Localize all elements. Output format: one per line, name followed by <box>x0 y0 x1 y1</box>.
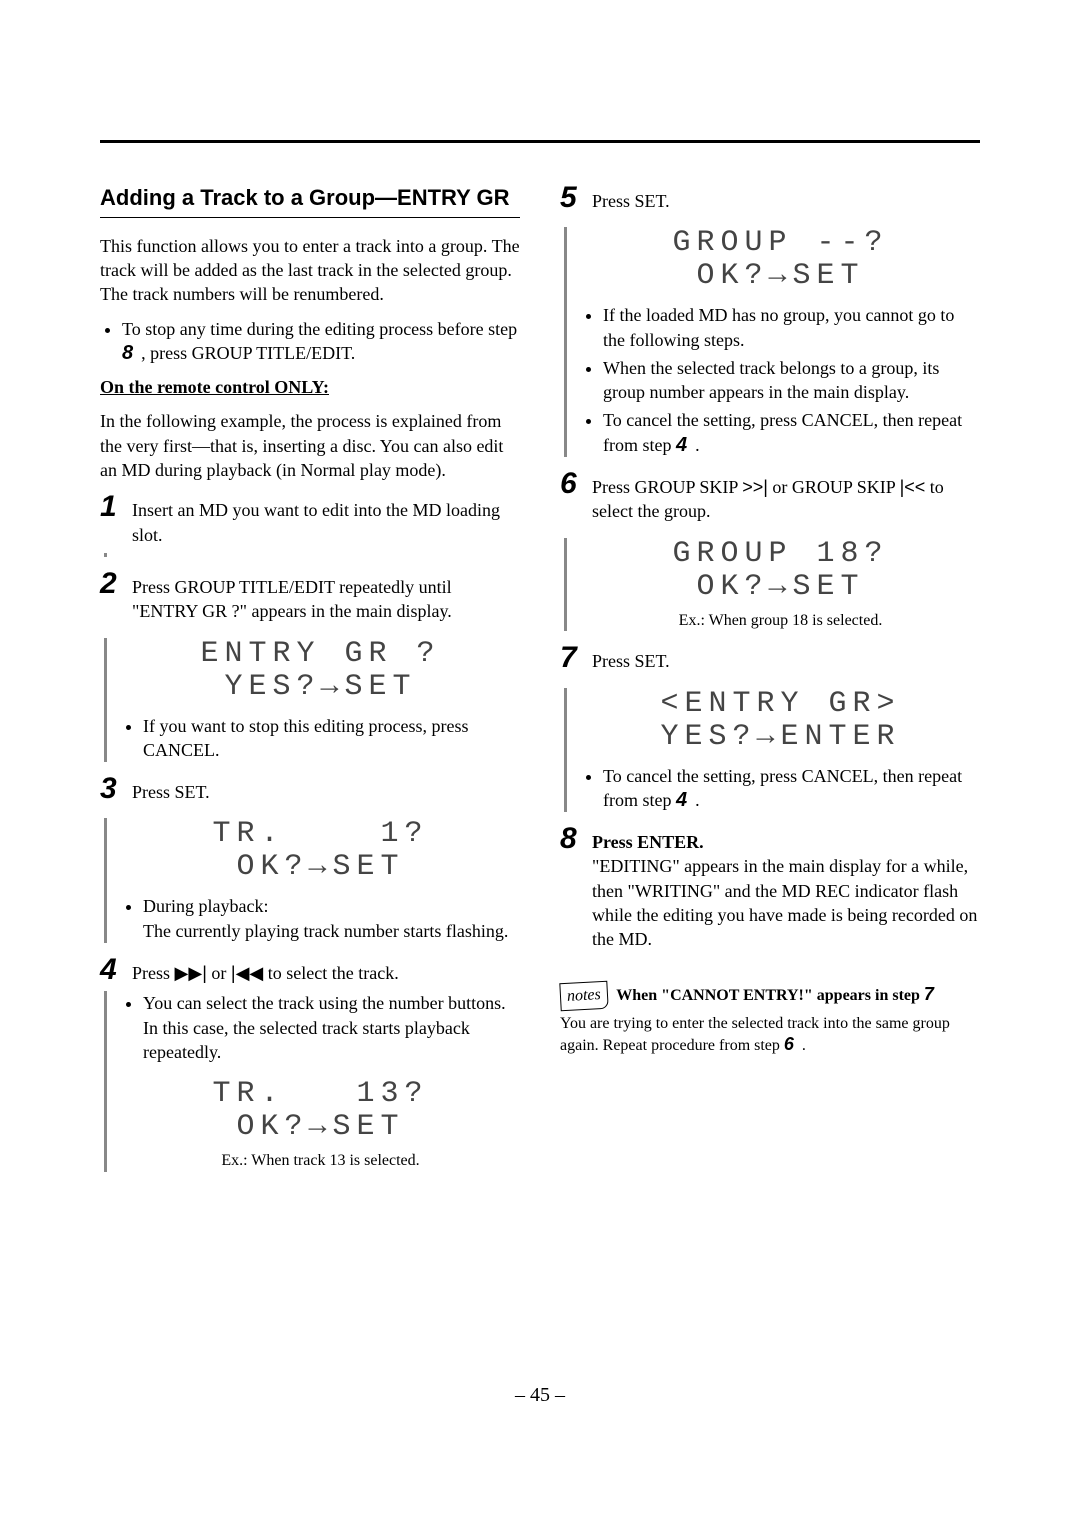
skip-forward-icon: >>| <box>742 477 768 497</box>
fast-forward-icon: ▶▶| <box>175 963 207 983</box>
right-column: 5 Press SET. GROUP --? OK?→SET If the lo… <box>560 183 980 1184</box>
step-block: GROUP 18? OK?→SET Ex.: When group 18 is … <box>564 538 980 632</box>
step-3: 3 Press SET. <box>100 774 520 804</box>
step-text: Press GROUP SKIP >>| or GROUP SKIP |<< t… <box>592 469 980 524</box>
lcd-display: <ENTRY GR> YES?→ENTER <box>581 688 980 754</box>
step-bullet: To cancel the setting, press CANCEL, the… <box>603 764 980 813</box>
step-bullet: To cancel the setting, press CANCEL, the… <box>603 408 980 457</box>
step-sub-bullet: You can select the track using the numbe… <box>143 991 520 1064</box>
step-8: 8 Press ENTER. "EDITING" appears in the … <box>560 824 980 951</box>
step-text: Press ENTER. "EDITING" appears in the ma… <box>592 824 980 951</box>
title-underline <box>100 217 520 218</box>
step-block: You can select the track using the numbe… <box>104 991 520 1171</box>
step-text: Press ▶▶| or |◀◀ to select the track. <box>132 955 520 985</box>
notes-callout: notes When "CANNOT ENTRY!" appears in st… <box>560 982 980 1057</box>
intro-bullet-1: To stop any time during the editing proc… <box>122 317 520 366</box>
skip-back-icon: |<< <box>900 477 926 497</box>
page-number: – 45 – <box>100 1384 980 1407</box>
manual-page: Adding a Track to a Group—ENTRY GR This … <box>0 0 1080 1467</box>
top-rule <box>100 140 980 143</box>
lcd-display: TR. 1? OK?→SET <box>121 818 520 884</box>
notes-title: When "CANNOT ENTRY!" appears in step 7 <box>616 987 942 1004</box>
left-column: Adding a Track to a Group—ENTRY GR This … <box>100 183 520 1184</box>
step-block: TR. 1? OK?→SET During playback: The curr… <box>104 818 520 943</box>
step-block: GROUP --? OK?→SET If the loaded MD has n… <box>564 227 980 457</box>
step-1: 1 Insert an MD you want to edit into the… <box>100 492 520 547</box>
step-4: 4 Press ▶▶| or |◀◀ to select the track. <box>100 955 520 985</box>
notes-body: You are trying to enter the selected tra… <box>560 1013 980 1056</box>
step-text: Press SET. <box>132 774 520 804</box>
step-number: 3 <box>100 774 124 804</box>
lcd-display: ENTRY GR ? YES?→SET <box>121 638 520 704</box>
step-block: <ENTRY GR> YES?→ENTER To cancel the sett… <box>564 688 980 813</box>
step-6: 6 Press GROUP SKIP >>| or GROUP SKIP |<<… <box>560 469 980 524</box>
step-bar <box>104 553 520 557</box>
step-2: 2 Press GROUP TITLE/EDIT repeatedly unti… <box>100 569 520 624</box>
step-text: Press SET. <box>592 643 980 673</box>
step-sub-bullet: During playback: The currently playing t… <box>143 894 520 943</box>
lcd-display: GROUP 18? OK?→SET <box>581 538 980 604</box>
intro-bullets: To stop any time during the editing proc… <box>122 317 520 366</box>
step-block: ENTRY GR ? YES?→SET If you want to stop … <box>104 638 520 763</box>
lcd-caption: Ex.: When group 18 is selected. <box>581 610 980 632</box>
step-number: 7 <box>560 643 584 673</box>
step-number: 1 <box>100 492 124 522</box>
step-number: 2 <box>100 569 124 599</box>
intro-paragraph: This function allows you to enter a trac… <box>100 234 520 307</box>
step-5: 5 Press SET. <box>560 183 980 213</box>
step-bullet: When the selected track belongs to a gro… <box>603 356 980 405</box>
lcd-display: GROUP --? OK?→SET <box>581 227 980 293</box>
intro-paragraph-2: In the following example, the process is… <box>100 409 520 482</box>
step-number: 6 <box>560 469 584 499</box>
step-number: 5 <box>560 183 584 213</box>
section-title: Adding a Track to a Group—ENTRY GR <box>100 183 520 213</box>
step-text: Press SET. <box>592 183 980 213</box>
notes-icon: notes <box>559 980 608 1010</box>
rewind-icon: |◀◀ <box>231 963 263 983</box>
remote-only-label: On the remote control ONLY: <box>100 377 329 397</box>
step-text: Press GROUP TITLE/EDIT repeatedly until … <box>132 569 520 624</box>
step-7: 7 Press SET. <box>560 643 980 673</box>
step-number: 8 <box>560 824 584 854</box>
two-column-layout: Adding a Track to a Group—ENTRY GR This … <box>100 183 980 1184</box>
lcd-caption: Ex.: When track 13 is selected. <box>121 1150 520 1172</box>
step-text: Insert an MD you want to edit into the M… <box>132 492 520 547</box>
lcd-display: TR. 13? OK?→SET <box>121 1078 520 1144</box>
step-sub-bullet: If you want to stop this editing process… <box>143 714 520 763</box>
step-number: 4 <box>100 955 124 985</box>
step-bullet: If the loaded MD has no group, you canno… <box>603 303 980 352</box>
